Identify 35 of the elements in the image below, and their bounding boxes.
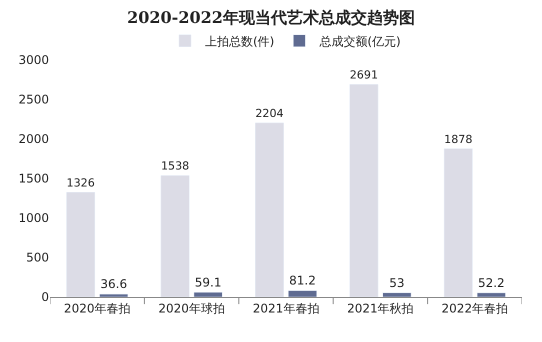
y-tick-label: 2500: [18, 92, 49, 107]
chart-title: 2020-2022年现当代艺术总成交趋势图: [127, 8, 415, 28]
x-tick-label: 2020年春拍: [64, 301, 130, 316]
x-tick-label: 2020年球拍: [158, 301, 225, 316]
bar: [349, 84, 378, 297]
data-label: 59.1: [194, 275, 222, 290]
y-tick-label: 1000: [18, 211, 49, 226]
bar: [382, 292, 412, 297]
y-tick-label: 3000: [18, 53, 49, 68]
bar: [66, 192, 96, 297]
data-label: 2204: [255, 107, 284, 120]
bar: [160, 175, 190, 297]
data-label: 36.6: [100, 277, 128, 292]
y-tick-label: 500: [26, 250, 49, 265]
x-tick-label: 2022年春拍: [442, 301, 508, 316]
y-tick-label: 0: [41, 290, 49, 304]
bar: [288, 290, 317, 297]
legend-label: 上拍总数(件): [205, 34, 274, 48]
data-label: 1878: [444, 132, 472, 146]
bar: [99, 294, 128, 297]
legend-label: 总成交额(亿元): [318, 34, 401, 48]
data-label: 2691: [350, 68, 378, 82]
data-label: 53: [389, 276, 405, 290]
data-label: 81.2: [289, 274, 316, 288]
bar: [444, 148, 473, 297]
x-tick-label: 2021年春拍: [252, 301, 320, 316]
x-tick-label: 2021年秋拍: [347, 301, 414, 316]
data-label: 52.2: [478, 276, 505, 290]
data-label: 1538: [160, 160, 190, 173]
y-tick-label: 1500: [18, 172, 49, 186]
bar: [255, 122, 284, 297]
data-label: 1326: [66, 176, 95, 190]
y-tick-label: 2000: [18, 132, 49, 146]
bar: [476, 292, 506, 297]
bar: [194, 292, 223, 297]
